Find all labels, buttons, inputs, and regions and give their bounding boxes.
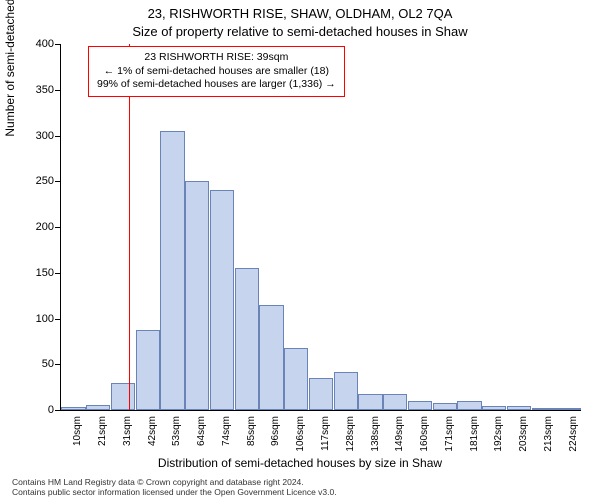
histogram-bar [136,330,160,410]
histogram-bar [259,305,283,410]
y-tick-label: 300 [36,130,54,142]
histogram-bar [507,406,531,410]
callout-box: 23 RISHWORTH RISE: 39sqm ← 1% of semi-de… [88,46,345,97]
y-tick-label: 50 [42,358,54,370]
x-tick-label: 64sqm [196,416,207,464]
x-tick-label: 31sqm [122,416,133,464]
y-tick [55,44,61,45]
histogram-bar [111,383,135,410]
reference-line [129,44,130,410]
x-tick-label: 181sqm [469,416,480,464]
x-tick-label: 171sqm [444,416,455,464]
histogram-bar [408,401,432,410]
footer-line1: Contains HM Land Registry data © Crown c… [12,477,588,487]
x-tick-label: 85sqm [246,416,257,464]
histogram-bar [334,372,358,410]
histogram-bar [185,181,209,410]
x-tick-label: 160sqm [419,416,430,464]
y-tick-label: 100 [36,313,54,325]
chart-title-address: 23, RISHWORTH RISE, SHAW, OLDHAM, OL2 7Q… [0,6,600,21]
histogram-bar [309,378,333,410]
y-tick [55,227,61,228]
x-tick-label: 117sqm [320,416,331,464]
histogram-bar [210,190,234,410]
x-tick-label: 203sqm [518,416,529,464]
histogram-bar [358,394,382,410]
y-tick [55,90,61,91]
y-tick-label: 0 [48,404,54,416]
y-tick [55,181,61,182]
x-tick-label: 149sqm [394,416,405,464]
x-tick-label: 53sqm [171,416,182,464]
callout-line-larger: 99% of semi-detached houses are larger (… [97,78,336,92]
y-tick-label: 150 [36,267,54,279]
y-tick-label: 250 [36,175,54,187]
x-tick-label: 138sqm [370,416,381,464]
chart-container: 23, RISHWORTH RISE, SHAW, OLDHAM, OL2 7Q… [0,0,600,500]
y-tick-label: 200 [36,221,54,233]
y-tick [55,136,61,137]
x-tick-label: 192sqm [493,416,504,464]
histogram-bar [284,348,308,410]
x-tick-label: 213sqm [543,416,554,464]
y-tick-label: 350 [36,84,54,96]
y-tick [55,273,61,274]
callout-line-smaller: ← 1% of semi-detached houses are smaller… [97,65,336,79]
histogram-bar [556,408,580,410]
histogram-bar [160,131,184,410]
x-tick-label: 224sqm [568,416,579,464]
footer-line2: Contains public sector information licen… [12,487,588,497]
y-tick-label: 400 [36,38,54,50]
histogram-bar [482,406,506,410]
histogram-bar [532,408,556,410]
y-tick [55,364,61,365]
chart-subtitle: Size of property relative to semi-detach… [0,24,600,39]
histogram-bar [457,401,481,410]
plot-area [60,44,581,411]
x-tick-label: 74sqm [221,416,232,464]
y-tick [55,410,61,411]
histogram-bar [383,394,407,410]
x-tick-label: 21sqm [97,416,108,464]
y-tick [55,319,61,320]
x-tick-label: 128sqm [345,416,356,464]
histogram-bar [86,405,110,410]
x-tick-label: 42sqm [147,416,158,464]
histogram-bar [235,268,259,410]
x-tick-label: 10sqm [72,416,83,464]
x-tick-label: 96sqm [270,416,281,464]
footer-attribution: Contains HM Land Registry data © Crown c… [12,477,588,497]
callout-line-subject: 23 RISHWORTH RISE: 39sqm [97,51,336,65]
histogram-bar [61,407,85,410]
y-axis-label: Number of semi-detached properties [3,0,17,137]
histogram-bar [433,403,457,410]
x-tick-label: 106sqm [295,416,306,464]
